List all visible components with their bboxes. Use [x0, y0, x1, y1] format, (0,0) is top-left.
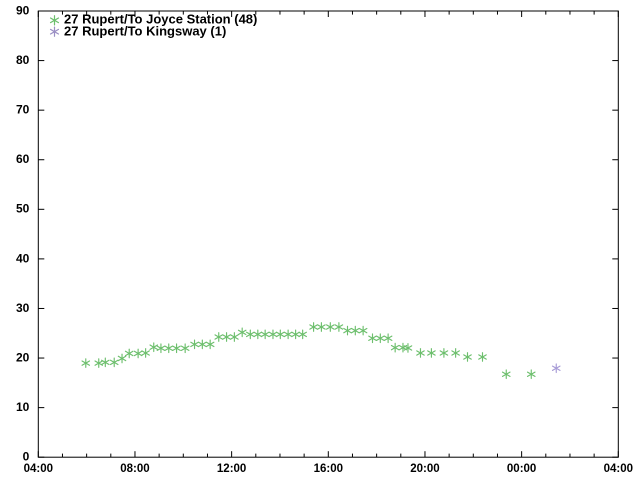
svg-text:04:00: 04:00 — [604, 463, 633, 475]
svg-text:16:00: 16:00 — [314, 463, 343, 475]
svg-text:90: 90 — [16, 3, 30, 17]
svg-text:04:00: 04:00 — [24, 463, 53, 475]
svg-text:20: 20 — [16, 350, 30, 364]
svg-text:60: 60 — [16, 152, 30, 166]
svg-text:00:00: 00:00 — [507, 463, 536, 475]
svg-text:0: 0 — [23, 450, 30, 464]
svg-text:20:00: 20:00 — [410, 463, 439, 475]
svg-text:10: 10 — [16, 400, 30, 414]
svg-text:70: 70 — [16, 103, 30, 117]
svg-text:80: 80 — [16, 53, 30, 67]
svg-text:27 Rupert/To Kingsway (1): 27 Rupert/To Kingsway (1) — [64, 24, 226, 39]
svg-text:50: 50 — [16, 202, 30, 216]
svg-text:08:00: 08:00 — [120, 463, 149, 475]
svg-text:12:00: 12:00 — [217, 463, 246, 475]
svg-text:40: 40 — [16, 251, 30, 265]
svg-text:30: 30 — [16, 301, 30, 315]
